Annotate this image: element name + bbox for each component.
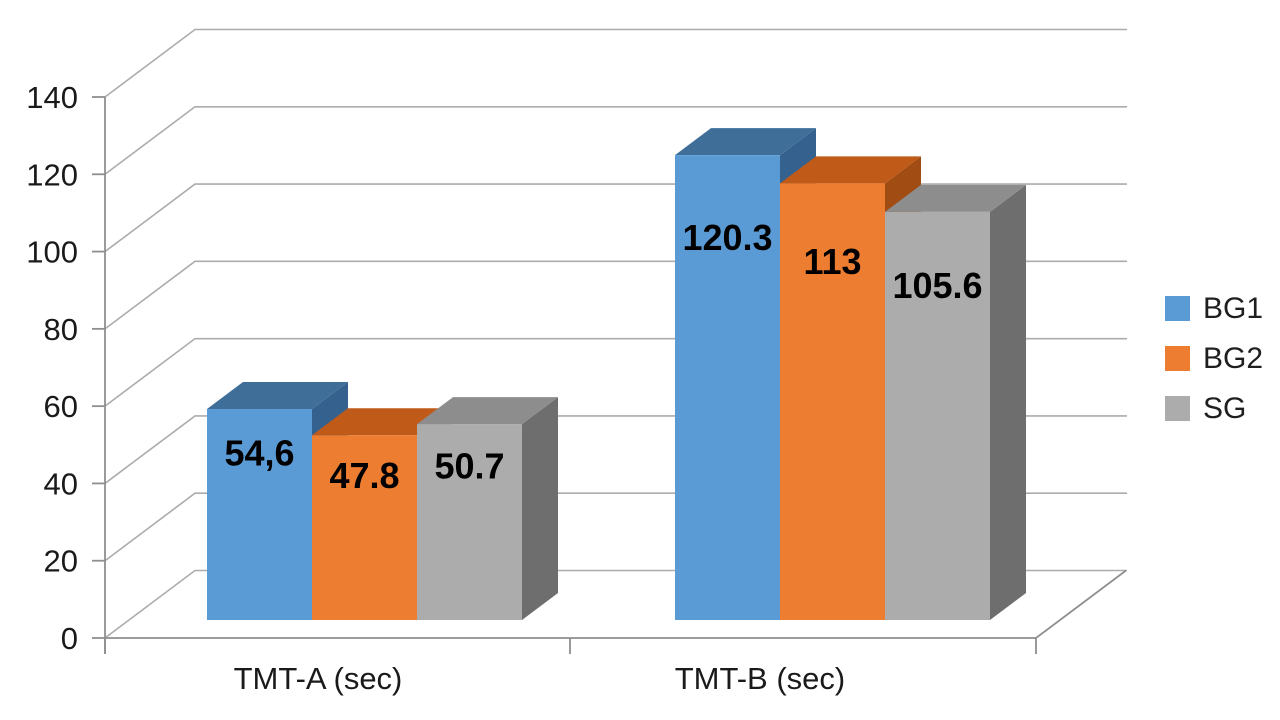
bar-BG1-TMT-B	[675, 155, 780, 620]
legend-item-bg1: BG1	[1165, 292, 1264, 325]
category-label-0: TMT-A (sec)	[234, 661, 403, 696]
bar-top-SG-TMT-A	[417, 397, 558, 425]
data-label-SG-TMT-A: 50.7	[434, 445, 504, 486]
legend-label-bg2: BG2	[1203, 342, 1264, 375]
legend-label-bg1: BG1	[1203, 292, 1264, 325]
y-tick-label-40: 40	[44, 466, 78, 501]
bar-SG-TMT-A	[417, 424, 522, 620]
bar-top-BG1-TMT-A	[207, 382, 348, 410]
y-tick-label-100: 100	[26, 235, 78, 270]
y-tick-label-120: 120	[26, 157, 78, 192]
bar-BG2-TMT-A	[312, 435, 417, 620]
legend-swatch-bg2	[1165, 346, 1190, 371]
legend-item-sg: SG	[1165, 392, 1263, 425]
y-tick-label-80: 80	[44, 312, 78, 347]
data-label-BG1-TMT-A: 54,6	[224, 433, 294, 474]
data-label-BG2-TMT-A: 47.8	[329, 455, 399, 496]
gridline-140	[104, 28, 1127, 98]
data-label-BG1-TMT-B: 120.3	[682, 217, 772, 258]
bar-SG-TMT-B	[885, 211, 990, 620]
y-tick-label-0: 0	[61, 621, 78, 656]
gridline-120	[104, 105, 1127, 175]
y-tick-label-20: 20	[44, 544, 78, 579]
data-label-SG-TMT-B: 105.6	[892, 265, 982, 306]
legend-swatch-sg	[1165, 396, 1190, 421]
bar-side-SG-TMT-B	[990, 184, 1026, 620]
y-tick-label-140: 140	[26, 80, 78, 115]
bar-top-SG-TMT-B	[885, 184, 1026, 212]
legend: BG1 BG2 SG	[1165, 292, 1264, 425]
bar-top-BG2-TMT-B	[780, 156, 921, 184]
category-label-1: TMT-B (sec)	[675, 661, 846, 696]
bar-BG2-TMT-B	[780, 183, 885, 621]
legend-item-bg2: BG2	[1165, 342, 1264, 375]
legend-label-sg: SG	[1203, 392, 1247, 425]
bar-BG1-TMT-A	[207, 409, 312, 620]
bar-top-BG1-TMT-B	[675, 128, 816, 156]
y-tick-label-60: 60	[44, 389, 78, 424]
data-label-BG2-TMT-B: 113	[803, 241, 861, 282]
legend-swatch-bg1	[1165, 296, 1190, 321]
bar-side-SG-TMT-A	[522, 397, 558, 620]
